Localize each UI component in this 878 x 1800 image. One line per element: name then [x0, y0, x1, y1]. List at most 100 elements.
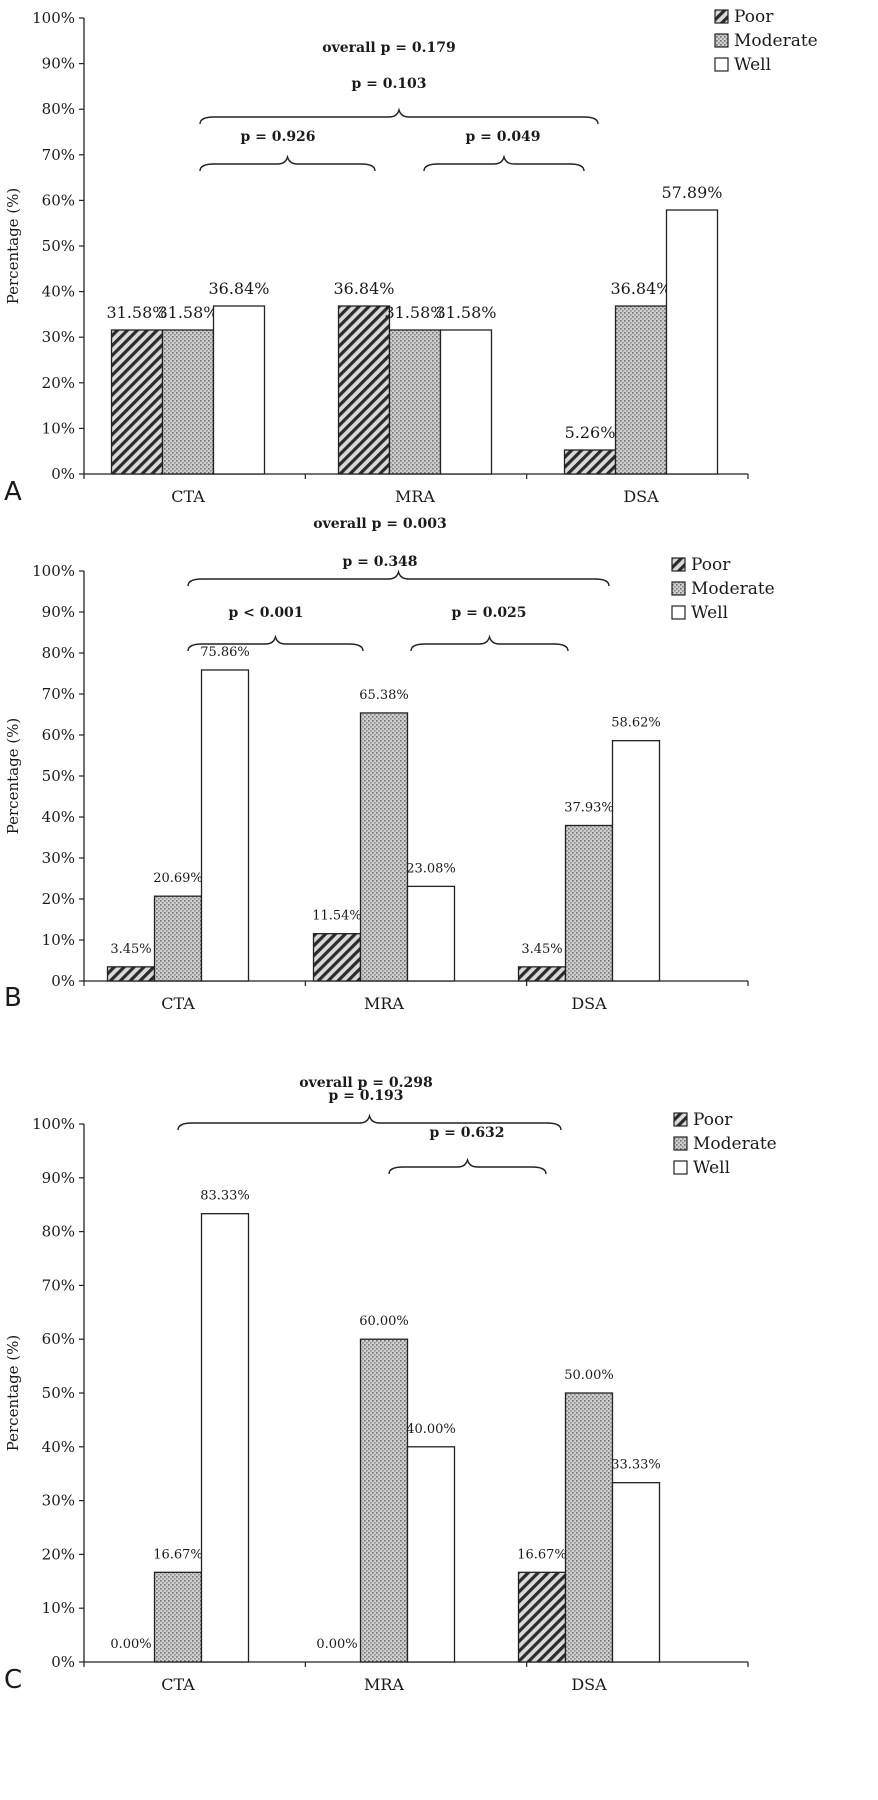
y-tick-label: 60% — [42, 191, 75, 209]
legend-swatch — [671, 605, 686, 620]
data-label: 37.93% — [564, 800, 614, 815]
significance-bracket — [199, 154, 376, 172]
x-tick-label: DSA — [623, 487, 659, 506]
legend-label: Poor — [691, 555, 731, 575]
y-tick-label: 70% — [42, 685, 75, 703]
significance-bracket — [199, 107, 599, 125]
y-tick-label: 60% — [42, 726, 75, 744]
legend-swatch — [671, 557, 686, 572]
legend-swatch — [673, 1136, 688, 1151]
y-tick-label: 0% — [51, 972, 75, 990]
bar-well — [200, 669, 250, 982]
panel-label: C — [4, 1665, 22, 1695]
legend-label: Poor — [734, 7, 774, 27]
y-tick-label: 50% — [42, 1384, 75, 1402]
p-value-label: p = 0.632 — [429, 1125, 504, 1141]
legend-swatch — [673, 1112, 688, 1127]
y-tick-label: 30% — [42, 849, 75, 867]
y-tick-label: 20% — [42, 374, 75, 392]
bar-moderate — [564, 1392, 614, 1663]
y-axis-label: Percentage (%) — [4, 718, 22, 835]
legend-swatch — [671, 581, 686, 596]
significance-bracket — [388, 1157, 547, 1175]
y-tick-label: 50% — [42, 767, 75, 785]
data-label: 31.58% — [435, 303, 496, 322]
y-tick-label: 30% — [42, 1492, 75, 1510]
significance-bracket — [187, 569, 610, 587]
data-label: 33.33% — [611, 1458, 661, 1473]
y-tick-label: 20% — [42, 1545, 75, 1563]
data-label: 36.84% — [610, 279, 671, 298]
y-tick-label: 100% — [32, 1115, 75, 1133]
legend-label: Well — [691, 603, 728, 623]
bar-moderate — [564, 824, 614, 982]
bar-well — [665, 209, 719, 475]
overall-p-value: overall p = 0.003 — [313, 516, 446, 532]
bar-well — [611, 1482, 661, 1663]
data-label: 60.00% — [359, 1314, 409, 1329]
x-tick-label: CTA — [161, 1675, 195, 1694]
bar-moderate — [153, 1571, 203, 1663]
x-tick-label: DSA — [571, 1675, 607, 1694]
p-value-label: p = 0.348 — [342, 554, 417, 570]
data-label: 16.67% — [517, 1547, 567, 1562]
overall-p-value: overall p = 0.179 — [322, 40, 455, 56]
bar-poor — [106, 966, 156, 982]
data-label: 3.45% — [521, 942, 562, 957]
x-tick-label: MRA — [395, 487, 435, 506]
data-label: 36.84% — [333, 279, 394, 298]
legend-label: Moderate — [691, 579, 775, 599]
p-value-label: p = 0.103 — [351, 76, 426, 92]
bar-well — [200, 1213, 250, 1663]
y-axis-label: Percentage (%) — [4, 1335, 22, 1452]
y-tick-label: 70% — [42, 1276, 75, 1294]
chart-panel-a: 0% 10% 20% 30% 40% 50% 60% 70% 80% 90% 100% CTA MRA D… — [4, 7, 818, 507]
data-label: 20.69% — [153, 871, 203, 886]
bar-poor — [110, 329, 164, 475]
chart-panels: 0% 10% 20% 30% 40% 50% 60% 70% 80% 90% 100% CTA MRA D… — [4, 7, 818, 1695]
data-label: 16.67% — [153, 1547, 203, 1562]
bar-poor — [563, 449, 617, 475]
chart-panel-c: 0% 10% 20% 30% 40% 50% 60% 70% 80% 90% 100% CTA MRA D… — [4, 1075, 777, 1695]
y-tick-label: 70% — [42, 146, 75, 164]
y-tick-label: 80% — [42, 100, 75, 118]
data-label: 65.38% — [359, 688, 409, 703]
data-label: 31.58% — [106, 303, 167, 322]
overall-p-value: overall p = 0.298 — [299, 1075, 432, 1091]
bar-moderate — [359, 1338, 409, 1663]
data-label: 58.62% — [611, 716, 661, 731]
chart-panel-b: 0% 10% 20% 30% 40% 50% 60% 70% 80% 90% 100% CTA MRA D… — [4, 516, 775, 1013]
y-tick-label: 0% — [51, 1653, 75, 1671]
data-label: 40.00% — [406, 1422, 456, 1437]
y-tick-label: 50% — [42, 237, 75, 255]
y-tick-label: 40% — [42, 808, 75, 826]
bar-moderate — [388, 329, 442, 475]
panel-label: A — [4, 477, 22, 507]
legend-swatch — [673, 1160, 688, 1175]
x-tick-label: DSA — [571, 994, 607, 1013]
bar-poor — [337, 305, 391, 475]
y-tick-label: 90% — [42, 1169, 75, 1187]
p-value-label: p < 0.001 — [228, 605, 303, 621]
bar-poor — [312, 933, 362, 982]
significance-bracket — [177, 1113, 562, 1131]
bar-moderate — [153, 895, 203, 982]
data-label: 23.08% — [406, 861, 456, 876]
data-label: 31.58% — [384, 303, 445, 322]
significance-bracket — [423, 154, 585, 172]
y-tick-label: 40% — [42, 1438, 75, 1456]
bar-moderate — [161, 329, 215, 475]
legend-label: Moderate — [734, 31, 818, 51]
y-tick-label: 10% — [42, 419, 75, 437]
bar-well — [611, 740, 661, 982]
data-label: 0.00% — [316, 1637, 357, 1652]
legend-swatch — [714, 57, 729, 72]
legend-swatch — [714, 33, 729, 48]
bar-well — [406, 1446, 456, 1663]
legend-swatch — [714, 9, 729, 24]
data-label: 3.45% — [110, 942, 151, 957]
bar-poor — [517, 966, 567, 982]
x-tick-label: CTA — [161, 994, 195, 1013]
y-tick-label: 90% — [42, 55, 75, 73]
